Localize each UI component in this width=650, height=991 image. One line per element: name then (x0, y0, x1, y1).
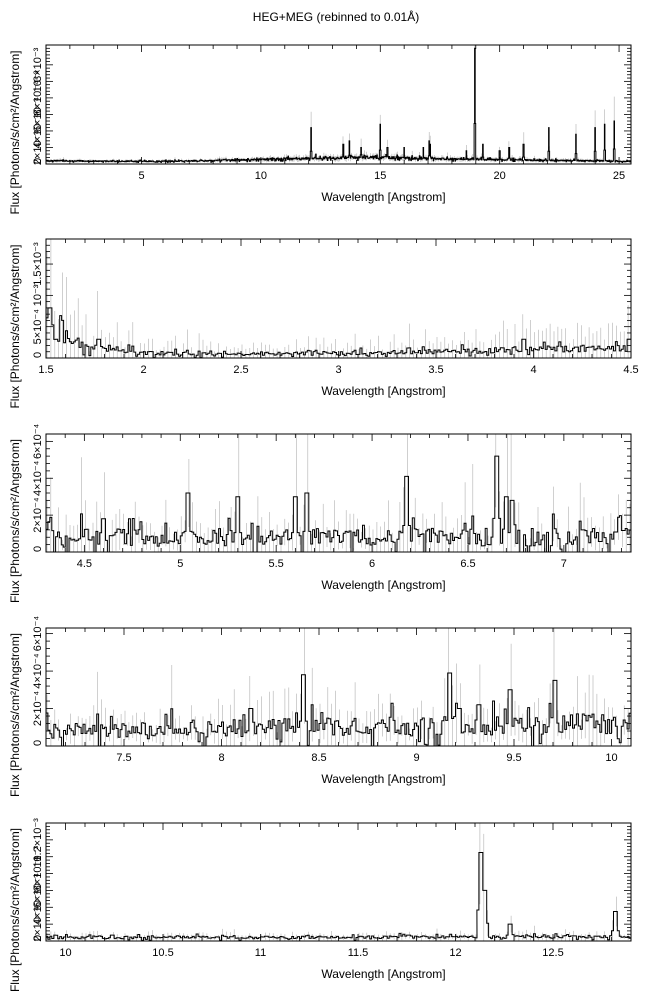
x-tick-label: 2 (140, 364, 146, 376)
x-tick-label: 6 (369, 558, 375, 570)
x-tick-label: 3 (335, 364, 341, 376)
y-axis-label: Flux [Photons/s/cm²/Angstrom] (8, 50, 22, 214)
x-tick-label: 7.5 (116, 752, 131, 764)
y-tick-label: 0 (32, 935, 44, 941)
y-tick-label: 8×10⁻⁴ (32, 80, 44, 116)
x-tick-label: 4.5 (623, 364, 638, 376)
y-tick-label: 0 (32, 352, 44, 358)
y-tick-label: 3×10⁻³ (32, 47, 44, 82)
x-tick-label: 9.5 (506, 752, 521, 764)
x-tick-label: 5 (177, 558, 183, 570)
x-tick-label: 4.5 (77, 558, 92, 570)
x-tick-label: 2.5 (233, 364, 248, 376)
y-tick-label: 4×10⁻⁴ (32, 653, 44, 689)
plot-frame (45, 822, 632, 942)
x-axis-label: Wavelength [Angstrom] (321, 967, 445, 981)
x-tick-label: 6.5 (460, 558, 475, 570)
y-axis-label: Flux [Photons/s/cm²/Angstrom] (8, 633, 22, 797)
x-tick-label: 8.5 (311, 752, 326, 764)
y-tick-label: 8×10⁻⁴ (32, 856, 44, 892)
y-tick-label: 2×10⁻⁴ (32, 497, 44, 533)
y-axis-label: Flux [Photons/s/cm²/Angstrom] (8, 439, 22, 603)
x-tick-label: 12 (449, 947, 461, 959)
x-tick-label: 3.5 (428, 364, 443, 376)
x-tick-label: 25 (613, 170, 625, 182)
y-axis-label: Flux [Photons/s/cm²/Angstrom] (8, 828, 22, 991)
y-tick-label: 6×10⁻⁴ (32, 423, 44, 459)
y-tick-label: 10⁻³ (32, 70, 44, 92)
y-tick-label: 2×10⁻⁴ (32, 130, 44, 166)
error-bars (46, 239, 629, 358)
x-tick-label: 10 (255, 170, 267, 182)
y-tick-label: 10⁻³ (32, 846, 44, 868)
x-tick-label: 5 (138, 170, 144, 182)
error-bars (46, 434, 631, 552)
x-tick-label: 10 (605, 752, 617, 764)
x-tick-label: 1.5 (38, 364, 53, 376)
x-tick-label: 9 (413, 752, 419, 764)
x-axis-label: Wavelength [Angstrom] (321, 578, 445, 592)
spectrum-line (46, 852, 631, 941)
y-tick-label: 0 (32, 546, 44, 552)
x-tick-label: 20 (494, 170, 506, 182)
error-bars (46, 45, 631, 164)
y-tick-label: 0 (32, 740, 44, 746)
y-tick-label: 4×10⁻⁴ (32, 113, 44, 149)
x-tick-label: 7 (561, 558, 567, 570)
y-tick-label: 6×10⁻⁴ (32, 96, 44, 132)
y-tick-label: 2×10⁻⁴ (32, 691, 44, 727)
x-tick-label: 12.5 (542, 947, 563, 959)
spectrum-line (46, 307, 631, 358)
x-tick-label: 11.5 (348, 947, 369, 959)
y-tick-label: 2×10⁻⁴ (32, 906, 44, 942)
y-tick-label: 4×10⁻⁴ (32, 460, 44, 496)
y-tick-label: 5×10⁻⁴ (32, 309, 44, 345)
y-tick-label: 10⁻³ (32, 284, 44, 306)
chart-panel-3: 4.5 5 5.5 6 6.5 7 0 2×10⁻⁴4×10⁻⁴6×10⁻⁴ Wavelengt… (8, 423, 632, 603)
plot-frame (45, 44, 632, 165)
x-tick-label: 5.5 (269, 558, 284, 570)
chart-panel-5: 10 10.5 11 11.5 12 12.5 02×10⁻⁴4×10⁻⁴6×10⁻⁴8×1… (8, 818, 632, 991)
chart-panel-2: 1.5 2 2.5 3 3.5 4 4.5 0 5×10⁻⁴ 10⁻³1.5×10⁻³ Wavele… (8, 238, 639, 409)
x-axis-label: Wavelength [Angstrom] (321, 772, 445, 786)
y-tick-label: 6×10⁻⁴ (32, 872, 44, 908)
x-tick-label: 4 (530, 364, 536, 376)
spectrum-line (46, 47, 631, 163)
x-tick-label: 10 (59, 947, 71, 959)
spectrum-line (46, 672, 631, 746)
y-axis-label: Flux [Photons/s/cm²/Angstrom] (8, 244, 22, 408)
y-tick-label: 1.5×10⁻³ (32, 242, 44, 286)
figure-title: HEG+MEG (rebinned to 0.01Å) (253, 9, 419, 24)
plot-frame (45, 238, 632, 359)
error-bars (46, 823, 629, 941)
x-tick-label: 10.5 (152, 947, 173, 959)
y-tick-label: 1.2×10⁻³ (32, 818, 44, 862)
x-axis-label: Wavelength [Angstrom] (321, 190, 445, 204)
chart-panel-1: 5 10 15 20 25 02×10⁻⁴4×10⁻⁴6×10⁻⁴8×10⁻⁴10⁻³3×… (8, 44, 632, 215)
y-tick-label: 0 (32, 158, 44, 164)
x-tick-label: 11 (255, 947, 266, 959)
chart-panel-4: 7.5 8 8.5 9 9.5 10 0 2×10⁻⁴ 4×10⁻⁴6×10⁻⁴ Waveleng… (8, 616, 632, 797)
spectrum-line (46, 455, 631, 552)
x-axis-label: Wavelength [Angstrom] (321, 384, 445, 398)
x-tick-label: 8 (218, 752, 224, 764)
x-tick-label: 15 (374, 170, 386, 182)
y-tick-label: 6×10⁻⁴ (32, 616, 44, 652)
y-tick-label: 4×10⁻⁴ (32, 889, 44, 925)
